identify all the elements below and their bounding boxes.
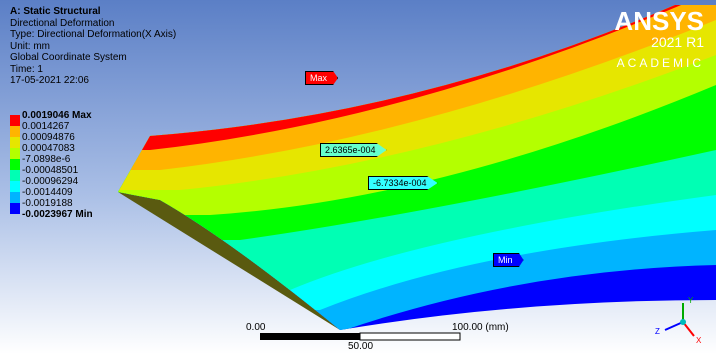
axis-label: X [696, 336, 701, 345]
header-line: Unit: mm [10, 41, 176, 53]
legend-swatch [10, 137, 20, 148]
legend-swatch [10, 115, 20, 126]
probe-label: Min [493, 253, 524, 267]
legend-swatch [10, 126, 20, 137]
scale-label: 100.00 (mm) [452, 322, 509, 333]
legend-label: 0.00047083 [22, 143, 75, 154]
scale-label: 50.00 [348, 341, 373, 352]
brand: ANSYS [614, 8, 704, 34]
probe-label: -6.7334e-004 [368, 176, 438, 190]
legend-label: 0.0014267 [22, 121, 69, 132]
header-line: Global Coordinate System [10, 52, 176, 64]
legend-swatch [10, 159, 20, 170]
version: 2021 R1 [614, 34, 704, 50]
legend-swatch [10, 148, 20, 159]
scale-bar [360, 333, 460, 340]
legend-label: -0.0014409 [22, 187, 73, 198]
legend-label: -0.00048501 [22, 165, 78, 176]
viewport: A: Static StructuralDirectional Deformat… [0, 0, 716, 354]
legend-swatch [10, 192, 20, 203]
header-line: Time: 1 [10, 64, 176, 76]
header-line: A: Static Structural [10, 6, 176, 18]
legend-label: -0.00096294 [22, 176, 78, 187]
legend-swatch [10, 170, 20, 181]
triad [665, 303, 694, 336]
legend-label: -0.0023967 Min [22, 209, 93, 220]
axis-label: Z [655, 327, 660, 336]
axis-label: Y [688, 296, 693, 305]
probe-label: 2.6365e-004 [320, 143, 387, 157]
legend-label: -7.0898e-6 [22, 154, 70, 165]
scale-bar [260, 333, 360, 340]
legend-label: 0.00094876 [22, 132, 75, 143]
legend-label: 0.0019046 Max [22, 110, 92, 121]
header-line: 17-05-2021 22:06 [10, 75, 176, 87]
logo: ANSYS 2021 R1 ACADEMIC [614, 8, 704, 70]
header-line: Type: Directional Deformation(X Axis) [10, 29, 176, 41]
probe-label: Max [305, 71, 338, 85]
legend-swatch [10, 203, 20, 214]
legend-swatch [10, 181, 20, 192]
header-line: Directional Deformation [10, 18, 176, 30]
edition: ACADEMIC [614, 56, 704, 70]
scale-label: 0.00 [246, 322, 265, 333]
legend-label: -0.0019188 [22, 198, 73, 209]
